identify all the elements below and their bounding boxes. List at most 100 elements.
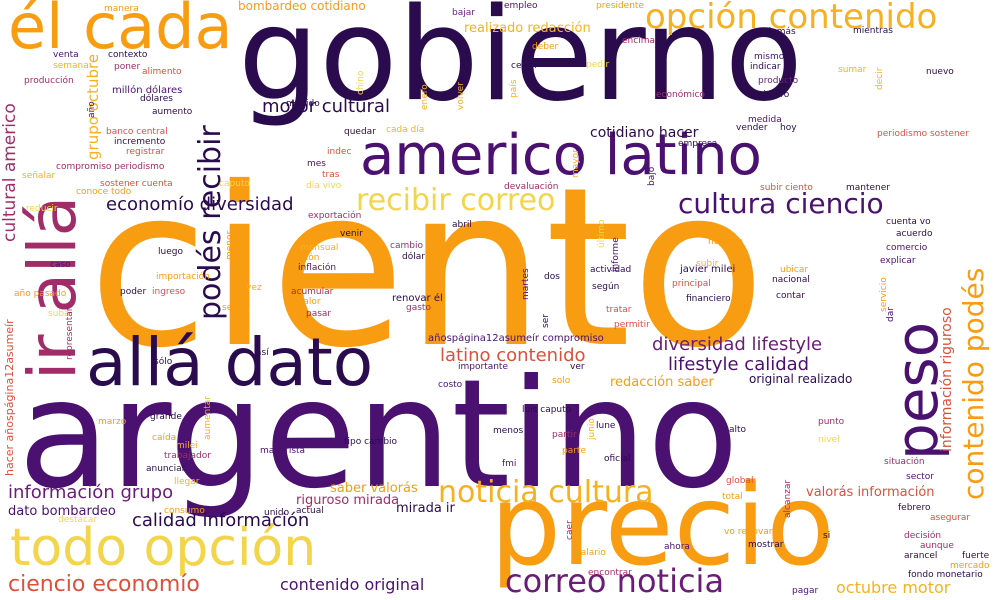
word: tras: [322, 170, 340, 180]
word: dar: [886, 307, 896, 322]
word: enero: [420, 84, 430, 110]
word: valorás información: [806, 485, 935, 500]
word: nacional: [772, 275, 810, 285]
word: diversidad lifestyle: [652, 334, 823, 355]
word: mercado: [950, 561, 990, 571]
word: indicar: [750, 62, 781, 72]
word: trabajador: [164, 451, 211, 461]
word: deber: [532, 42, 559, 52]
word: aumentar: [203, 396, 213, 440]
word: aumento: [152, 107, 193, 117]
word: contenido podés: [957, 267, 990, 500]
word: millón dólares: [112, 85, 183, 96]
word: país: [509, 79, 519, 98]
word: económico: [656, 90, 705, 100]
word: tipo cambio: [344, 437, 398, 447]
word: americo latino: [360, 123, 762, 188]
word: salario: [576, 548, 606, 558]
word: bajo: [647, 166, 657, 186]
word: javier milei: [680, 264, 736, 275]
word: periodismo sostener: [877, 129, 969, 139]
word: lifestyle calidad: [668, 354, 810, 375]
word: compromiso periodismo: [56, 162, 165, 172]
word: unido: [264, 508, 290, 518]
word: pasar: [306, 309, 332, 319]
word: destacar: [58, 515, 98, 525]
word: hoy: [780, 123, 797, 133]
word: explicar: [880, 256, 916, 266]
word: luego: [158, 247, 183, 257]
word: allá dato: [86, 324, 374, 401]
word: así: [256, 348, 269, 358]
word: valor: [298, 297, 321, 307]
word: redacción saber: [610, 375, 714, 390]
word: añospágina12asumeír compromiso: [428, 333, 604, 344]
word: milei: [176, 441, 198, 451]
word: bombardeo cotidiano: [238, 0, 366, 13]
word: abril: [452, 220, 472, 230]
word: presidente: [596, 1, 644, 11]
word: contexto: [108, 50, 148, 60]
word: venir: [340, 229, 363, 239]
word: ser: [541, 314, 551, 328]
word: arancel: [904, 551, 938, 561]
word: ubicar: [780, 265, 809, 275]
word: dos: [544, 272, 560, 282]
word: febrero: [898, 503, 931, 513]
word: vez: [246, 283, 262, 293]
word: lune: [596, 421, 616, 431]
word: cultural americo: [0, 103, 20, 242]
word: financiero: [686, 294, 731, 304]
word: volver: [456, 82, 466, 110]
word: cambio: [390, 241, 423, 251]
word: luis caputo: [522, 405, 572, 415]
word: solo: [552, 376, 571, 386]
word: señalar: [22, 171, 56, 181]
word: hacer añospágina12asumeír: [3, 319, 16, 476]
word: martes: [521, 268, 531, 300]
word: devaluación: [504, 182, 559, 192]
word: empresa: [678, 139, 718, 149]
word: latino contenido: [440, 345, 586, 366]
word: pedir: [586, 60, 610, 70]
word: cotidiano hacer: [590, 125, 699, 141]
word: junio: [587, 418, 597, 440]
word: encontrar: [588, 568, 632, 578]
word: mirada ir: [396, 501, 455, 516]
word: producción: [24, 76, 74, 86]
word: poner: [114, 62, 141, 72]
word: mantener: [846, 183, 890, 193]
word: incremento: [114, 137, 166, 147]
word: medido: [286, 99, 320, 109]
word: contar: [776, 291, 805, 301]
word: ir allá: [14, 195, 91, 380]
word: mensual: [300, 243, 339, 253]
word: calidad información: [132, 510, 310, 531]
word: acuerdo: [896, 229, 933, 239]
word: venta: [53, 50, 79, 60]
word: caputo: [219, 179, 250, 189]
word: exportación: [308, 211, 362, 221]
word: gobierno: [238, 0, 803, 130]
word: podés recibir: [193, 125, 228, 320]
word: empleo: [504, 1, 538, 11]
word: todo opción: [10, 518, 317, 578]
word: alimento: [142, 67, 182, 77]
word: correo noticia: [505, 562, 725, 600]
word: consumo: [164, 506, 205, 516]
word: él cada: [8, 0, 233, 63]
word: número: [708, 237, 743, 247]
word: información riguroso: [939, 307, 955, 452]
word: vo renovar: [724, 527, 773, 537]
word: total: [722, 492, 743, 502]
word: reducir: [26, 204, 58, 214]
word: primero: [754, 90, 790, 100]
word: saber valorás: [330, 481, 418, 496]
word: ahora: [664, 542, 690, 552]
word: actual: [296, 506, 324, 516]
word: mayor: [571, 149, 581, 178]
word: recibir correo: [356, 183, 556, 218]
word: cultura ciencio: [678, 187, 884, 220]
word: ciencio economío: [8, 572, 200, 597]
word: registrar: [126, 147, 165, 157]
